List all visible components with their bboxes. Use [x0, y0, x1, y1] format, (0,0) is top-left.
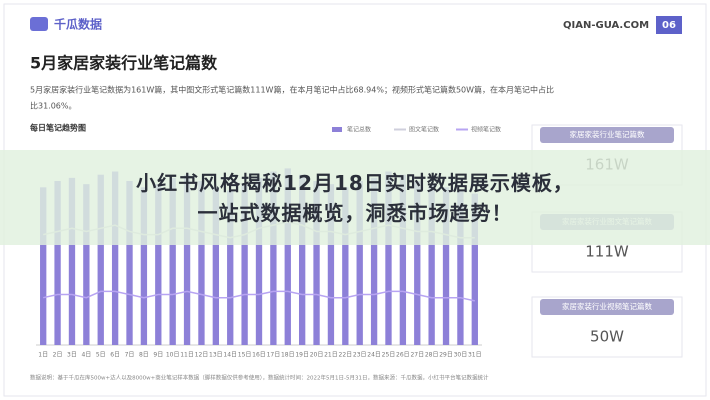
bar — [212, 187, 220, 345]
bar — [54, 181, 61, 345]
bar — [385, 171, 392, 345]
line — [43, 290, 475, 302]
x-tick-label: 27日 — [410, 352, 424, 359]
x-tick-label: 7日 — [125, 352, 135, 359]
bar — [111, 171, 119, 345]
x-tick-label: 26日 — [396, 352, 410, 359]
x-tick-label: 22日 — [339, 352, 353, 359]
legend-swatch — [332, 127, 342, 132]
chart-title: 每日笔记趋势图 — [30, 123, 86, 133]
bar — [169, 177, 176, 345]
x-tick-label: 9日 — [153, 352, 163, 359]
x-tick-label: 13日 — [209, 352, 223, 359]
x-tick-label: 17日 — [267, 352, 281, 359]
bar — [284, 168, 291, 345]
bar — [140, 187, 148, 345]
x-tick-label: 18日 — [281, 352, 295, 359]
card-label: 家居家装行业视频笔记篇数 — [562, 301, 652, 311]
x-tick-label: 24日 — [367, 352, 381, 359]
bar — [126, 181, 133, 345]
x-tick-label: 10日 — [166, 352, 180, 359]
page-badge — [656, 16, 682, 34]
x-tick-label: 2日 — [53, 352, 63, 359]
card-label-bg — [540, 127, 674, 143]
x-tick-label: 6日 — [110, 352, 120, 359]
banner-line: 小红书风格揭秘12月18日实时数据展示模板， — [136, 170, 574, 195]
bar — [428, 184, 435, 345]
bar — [442, 187, 450, 345]
x-tick-label: 16日 — [252, 352, 266, 359]
title: 5月家居家装行业笔记篇数 — [30, 54, 218, 73]
x-tick-label: 28日 — [425, 352, 439, 359]
x-tick-label: 12日 — [195, 352, 209, 359]
x-tick-label: 23日 — [353, 352, 367, 359]
x-tick-label: 4日 — [81, 352, 91, 359]
bar — [68, 177, 76, 345]
legend-label: 笔记总数 — [347, 126, 371, 134]
bar — [97, 174, 104, 345]
x-tick-label: 29日 — [439, 352, 453, 359]
legend-label: 视频笔记数 — [471, 126, 501, 134]
x-tick-label: 5日 — [96, 352, 106, 359]
bar — [198, 181, 205, 345]
bar — [471, 193, 478, 345]
description: 5月家居家装行业笔记数据为161W篇，其中图文形式笔记篇数111W篇，在本月笔记… — [30, 85, 554, 95]
card-label: 家居家装行业笔记篇数 — [570, 129, 645, 139]
bar — [298, 174, 306, 345]
x-tick-label: 25日 — [382, 352, 396, 359]
card-value: 111W — [585, 243, 629, 261]
bar — [270, 171, 277, 345]
bar — [227, 190, 234, 345]
legend-label: 图文笔记数 — [409, 126, 439, 134]
x-tick-label: 14日 — [223, 352, 237, 359]
bar — [399, 174, 407, 345]
x-tick-label: 20日 — [310, 352, 324, 359]
bar — [155, 184, 162, 345]
bar — [370, 177, 378, 345]
bar — [83, 184, 90, 345]
x-tick-label: 21日 — [324, 352, 338, 359]
bar — [241, 184, 248, 345]
bar — [183, 174, 191, 345]
x-tick-label: 3日 — [67, 352, 77, 359]
x-tick-label: 19日 — [295, 352, 309, 359]
bar — [327, 184, 335, 345]
bar — [313, 181, 320, 345]
bar — [356, 181, 363, 345]
bar — [414, 181, 421, 345]
x-tick-label: 8日 — [139, 352, 149, 359]
banner-line: 一站式数据概览，洞悉市场趋势！ — [197, 200, 513, 225]
page-number: 06 — [662, 20, 676, 31]
x-tick-label: 30日 — [454, 352, 468, 359]
x-tick-label: 15日 — [238, 352, 252, 359]
logo-icon — [30, 17, 48, 31]
bar — [342, 187, 349, 345]
banner: 小红书风格揭秘12月18日实时数据展示模板， 一站式数据概览，洞悉市场趋势！ — [0, 150, 710, 245]
site: QIAN-GUA.COM — [563, 20, 649, 31]
card-value: 50W — [590, 328, 624, 346]
bar — [457, 190, 464, 345]
x-tick-label: 1日 — [38, 352, 48, 359]
card-label-bg — [540, 299, 674, 315]
bar — [255, 177, 263, 345]
description: 比31.06%。 — [30, 101, 77, 111]
logo: 千瓜数据 — [54, 17, 102, 32]
footer: 数据说明：基于千瓜在库500w+达人以及8000w+商业笔记样本数据（脚样数据仅… — [30, 374, 489, 382]
bar — [40, 187, 47, 345]
x-tick-label: 31日 — [468, 352, 482, 359]
x-tick-label: 11日 — [180, 352, 194, 359]
